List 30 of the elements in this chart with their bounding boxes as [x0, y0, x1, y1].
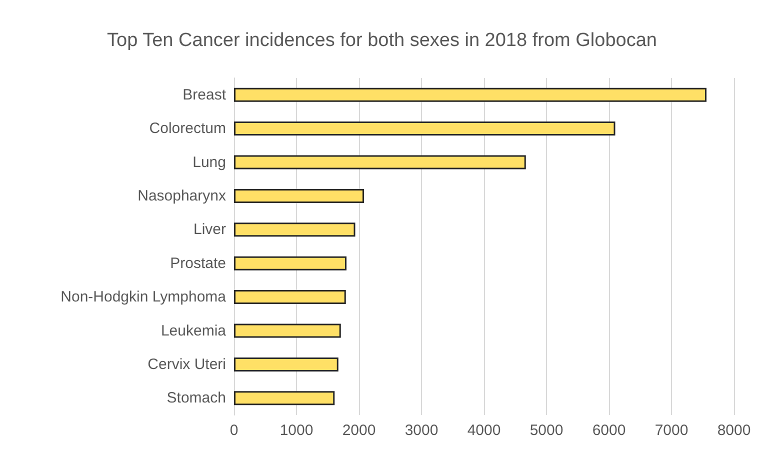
bar — [234, 222, 356, 237]
y-tick-label: Liver — [193, 221, 226, 238]
x-tick-label: 1000 — [280, 422, 314, 439]
x-tick-label: 3000 — [404, 422, 438, 439]
x-tick-label: 6000 — [592, 422, 626, 439]
bar — [234, 188, 364, 203]
y-tick-label: Nasopharynx — [138, 187, 226, 204]
y-tick-label: Cervix Uteri — [148, 356, 226, 373]
y-tick-label: Prostate — [170, 254, 226, 272]
y-tick-label: Breast — [182, 86, 227, 104]
bar — [234, 391, 335, 406]
y-tick-label: Stomach — [166, 390, 226, 407]
bar — [234, 88, 706, 102]
bar — [234, 324, 341, 338]
x-tick-label: 7000 — [654, 422, 688, 439]
y-tick-label: Colorectum — [149, 120, 226, 138]
x-tick-label: 2000 — [342, 422, 376, 439]
x-tick-label: 0 — [230, 422, 238, 439]
x-tick-label: 5000 — [530, 422, 564, 439]
y-tick-label: Non-Hodgkin Lymphoma — [60, 288, 227, 306]
chart-title: Top Ten Cancer incidences for both sexes in 2018 from Globocan — [107, 30, 657, 51]
x-tick-label: 4000 — [467, 422, 501, 439]
bar — [234, 357, 338, 372]
bar — [234, 155, 526, 170]
y-tick-label: Leukemia — [160, 322, 227, 340]
bar — [234, 122, 616, 136]
bar — [234, 256, 346, 270]
bar — [234, 290, 346, 304]
y-tick-label: Lung — [192, 154, 226, 171]
x-tick-label: 8000 — [717, 422, 751, 439]
